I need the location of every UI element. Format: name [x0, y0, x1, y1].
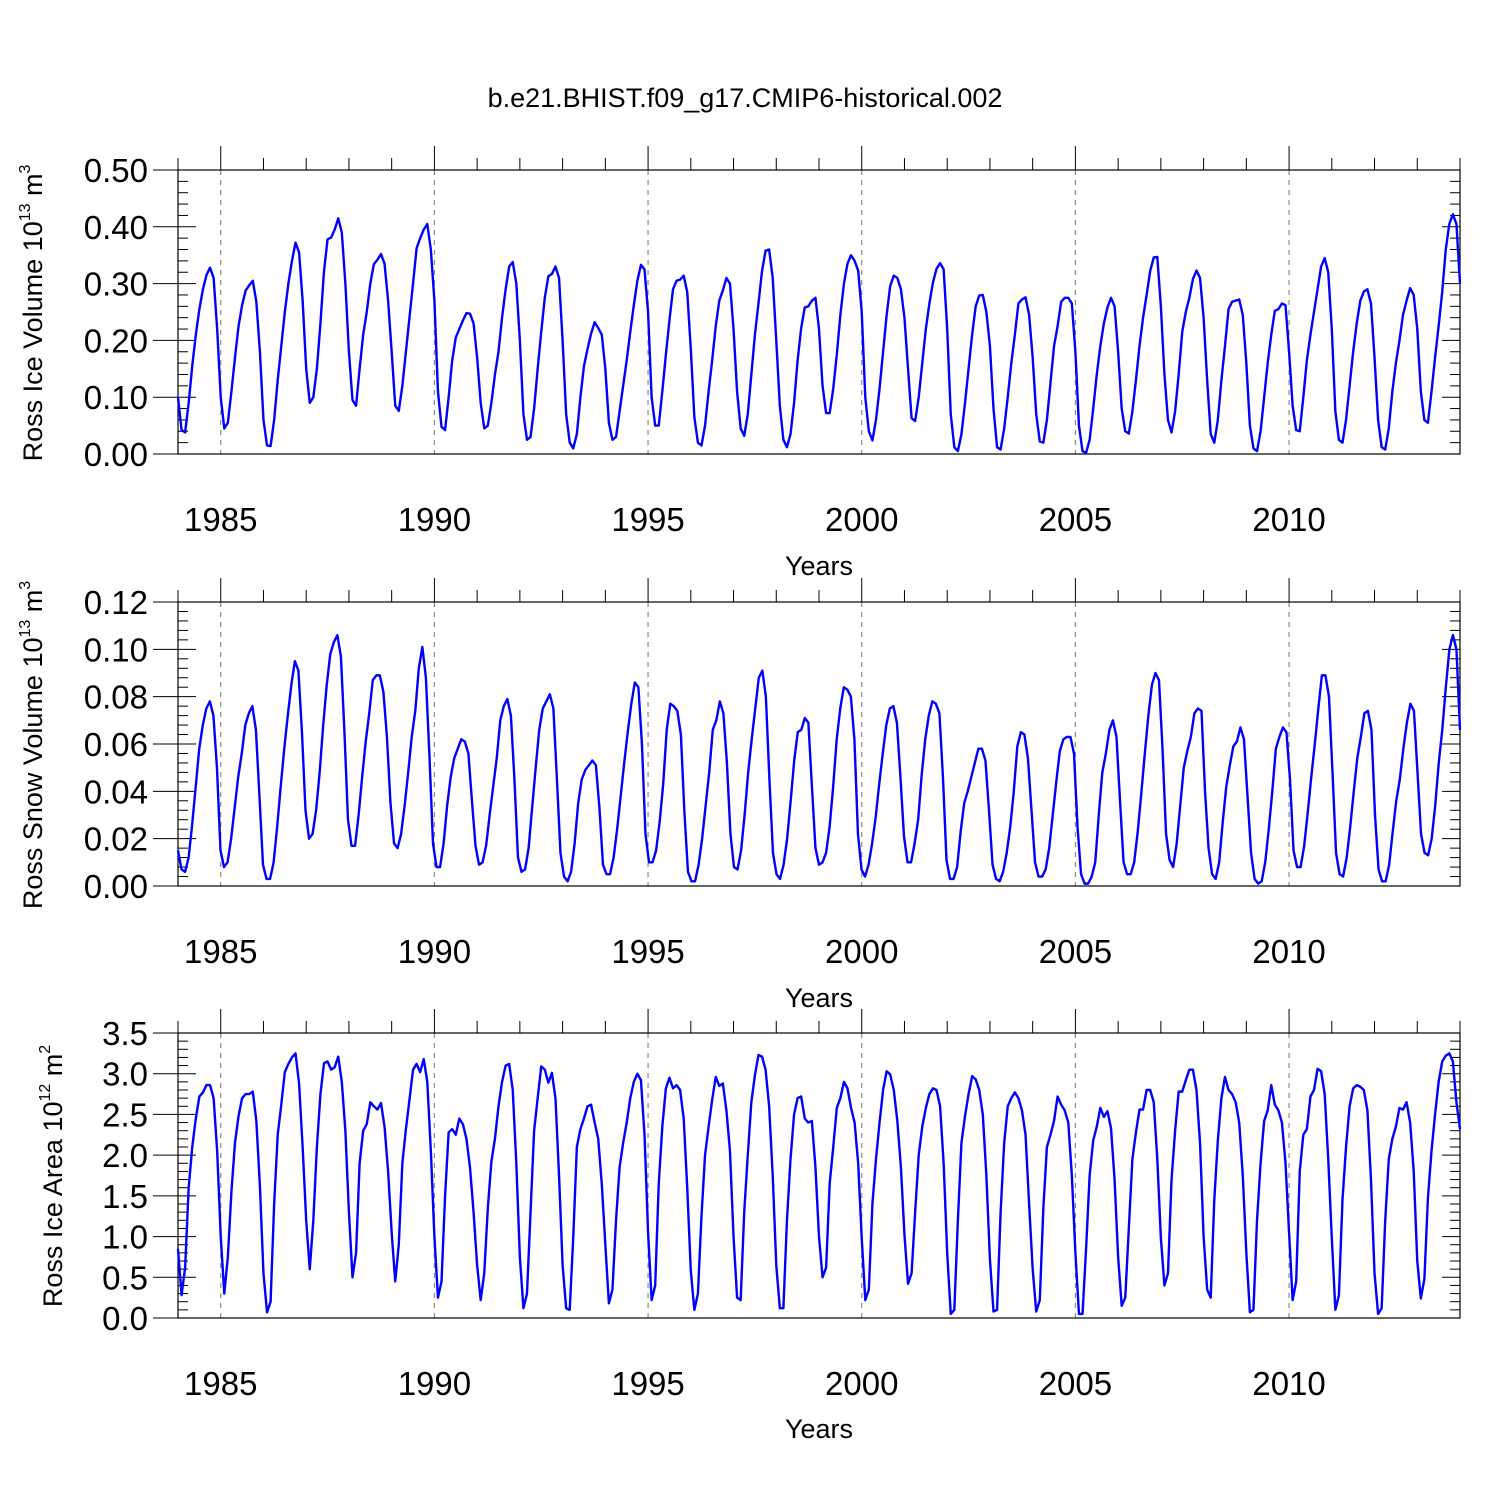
xlabel-ice-volume: Years — [785, 551, 853, 581]
x-tick-label: 2010 — [1252, 933, 1325, 970]
y-tick-label: 3.5 — [102, 1015, 148, 1052]
chart-title: b.e21.BHIST.f09_g17.CMIP6-historical.002 — [488, 83, 1003, 113]
y-tick-label: 0.30 — [84, 266, 148, 303]
x-tick-label: 1990 — [398, 501, 471, 538]
y-tick-label: 0.5 — [102, 1259, 148, 1296]
series-line-ice-area — [176, 1052, 1462, 1316]
y-tick-label: 3.0 — [102, 1056, 148, 1093]
x-tick-label: 2005 — [1039, 501, 1112, 538]
y-tick-label: 2.5 — [102, 1096, 148, 1133]
y-tick-label: 0.06 — [84, 726, 148, 763]
panel-ice-area: Ross Ice Area 1012 m2 Years 0.0 0.51.0 1.5… — [37, 1009, 1462, 1444]
ylabel-ice-volume: Ross Ice Volume 1013 m3 — [17, 164, 48, 461]
plot-frame-ice-volume — [177, 169, 1461, 455]
series-line-snow-volume — [176, 633, 1462, 885]
x-tick-label: 1985 — [184, 933, 257, 970]
x-tick-label: 1985 — [184, 501, 257, 538]
x-tick-label: 1995 — [611, 1365, 684, 1402]
y-tick-label: 1.5 — [102, 1178, 148, 1215]
y-tick-label: 0.0 — [102, 1300, 148, 1337]
plot-frame-ice-area — [177, 1032, 1461, 1319]
y-tick-label: 0.12 — [84, 584, 148, 621]
x-tick-label: 1990 — [398, 1365, 471, 1402]
x-tick-label: 2010 — [1252, 501, 1325, 538]
y-tick-label: 2.0 — [102, 1137, 148, 1174]
y-tick-label: 0.04 — [84, 773, 148, 810]
y-tick-label: 0.02 — [84, 821, 148, 858]
x-tick-label: 2005 — [1039, 1365, 1112, 1402]
y-tick-label: 0.10 — [84, 379, 148, 416]
y-tick-label: 0.08 — [84, 679, 148, 716]
panel-snow-volume: Ross Snow Volume 1013 m3 Years 0.00 0.02 0… — [17, 578, 1462, 1013]
y-tick-label: 0.10 — [84, 631, 148, 668]
x-tick-label: 1990 — [398, 933, 471, 970]
x-tick-label: 1995 — [611, 501, 684, 538]
y-tick-label: 0.00 — [84, 868, 148, 905]
xlabel-snow-volume: Years — [785, 983, 853, 1013]
x-tick-label: 2000 — [825, 501, 898, 538]
series-line-ice-volume — [176, 213, 1462, 455]
y-tick-label: 0.00 — [84, 436, 148, 473]
y-tick-label: 0.20 — [84, 322, 148, 359]
y-tick-label: 1.0 — [102, 1219, 148, 1256]
ylabel-snow-volume: Ross Snow Volume 1013 m3 — [17, 581, 48, 909]
x-tick-label: 2010 — [1252, 1365, 1325, 1402]
x-tick-label: 1985 — [184, 1365, 257, 1402]
x-tick-label: 2005 — [1039, 933, 1112, 970]
panel-ice-volume: Ross Ice Volume 1013 m3 Years 0.00 0.10 0.… — [17, 146, 1462, 581]
x-tick-label: 1995 — [611, 933, 684, 970]
x-tick-label: 2000 — [825, 933, 898, 970]
y-tick-label: 0.40 — [84, 209, 148, 246]
ylabel-ice-area: Ross Ice Area 1012 m2 — [37, 1045, 68, 1307]
x-tick-label: 2000 — [825, 1365, 898, 1402]
y-tick-label: 0.50 — [84, 152, 148, 189]
xlabel-ice-area: Years — [785, 1414, 853, 1444]
